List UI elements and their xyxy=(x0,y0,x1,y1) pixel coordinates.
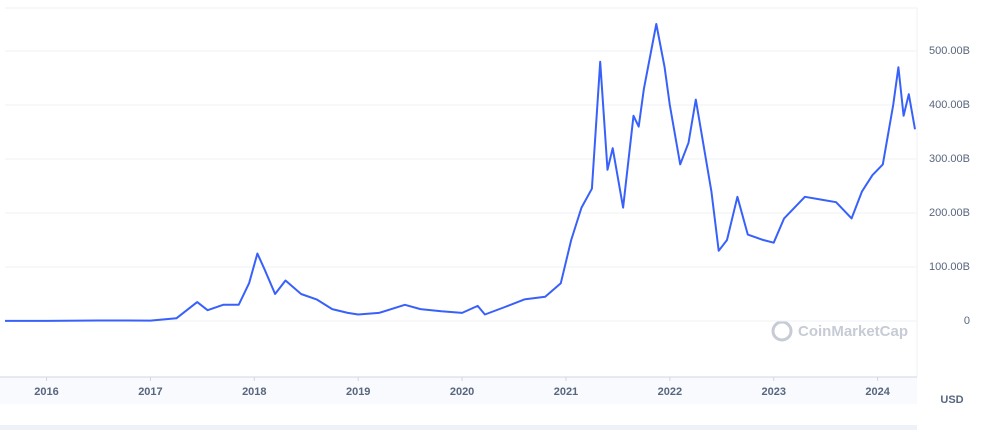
scroll-bar xyxy=(0,425,917,430)
y-tick-label: 100.00B xyxy=(929,261,970,273)
x-tick-label: 2022 xyxy=(658,386,682,398)
y-tick-label: 300.00B xyxy=(929,153,970,165)
x-tick-label: 2023 xyxy=(761,386,785,398)
x-tick-label: 2018 xyxy=(242,386,266,398)
x-tick-label: 2016 xyxy=(34,386,58,398)
x-tick-label: 2019 xyxy=(346,386,370,398)
watermark: CoinMarketCap xyxy=(771,320,908,342)
y-tick-label: 400.00B xyxy=(929,99,970,111)
y-tick-label: 0 xyxy=(964,315,970,327)
x-tick-label: 2024 xyxy=(865,386,890,398)
watermark-text: CoinMarketCap xyxy=(798,323,908,340)
x-axis-band xyxy=(0,377,917,404)
y-tick-label: 500.00B xyxy=(929,45,970,57)
y-tick-label: 200.00B xyxy=(929,207,970,219)
x-tick-label: 2021 xyxy=(554,386,578,398)
unit-label: USD xyxy=(940,394,963,406)
x-tick-label: 2017 xyxy=(138,386,162,398)
x-tick-label: 2020 xyxy=(450,386,474,398)
price-line xyxy=(5,23,916,322)
